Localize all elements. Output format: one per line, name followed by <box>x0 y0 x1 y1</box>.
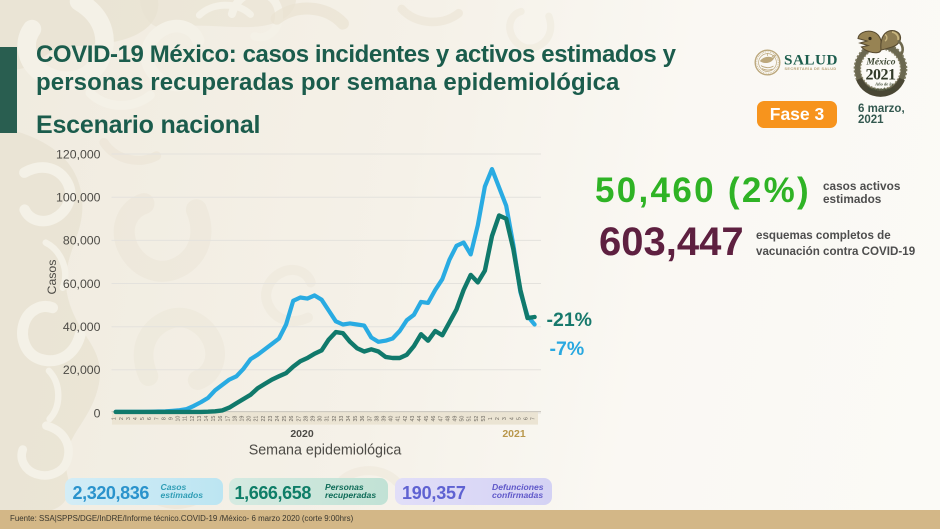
svg-text:-7%: -7% <box>550 338 585 360</box>
svg-text:0: 0 <box>94 406 101 420</box>
svg-text:Independencia: Independencia <box>866 86 895 91</box>
svg-text:3: 3 <box>126 417 132 420</box>
svg-text:22: 22 <box>261 416 267 422</box>
svg-text:16: 16 <box>218 416 224 422</box>
svg-text:SALUD: SALUD <box>784 52 838 69</box>
svg-text:40: 40 <box>389 416 395 422</box>
svg-text:28: 28 <box>303 416 309 422</box>
svg-text:36: 36 <box>360 416 366 422</box>
svg-text:23: 23 <box>268 416 274 422</box>
svg-text:7: 7 <box>154 417 160 420</box>
svg-text:42: 42 <box>403 416 409 422</box>
svg-text:7: 7 <box>531 417 537 420</box>
svg-text:52: 52 <box>474 416 480 422</box>
svg-text:20,000: 20,000 <box>63 363 101 377</box>
svg-text:80,000: 80,000 <box>63 234 101 248</box>
svg-text:48: 48 <box>445 416 451 422</box>
svg-text:53: 53 <box>481 416 487 422</box>
svg-text:6: 6 <box>524 417 530 420</box>
svg-text:41: 41 <box>396 416 402 422</box>
svg-text:3: 3 <box>502 417 508 420</box>
svg-text:21: 21 <box>254 416 260 422</box>
svg-text:13: 13 <box>197 416 203 422</box>
svg-text:11: 11 <box>183 416 189 422</box>
svg-text:8: 8 <box>161 417 167 420</box>
svg-text:4: 4 <box>509 417 515 420</box>
svg-text:Casos: Casos <box>45 260 59 295</box>
svg-text:México: México <box>865 58 895 68</box>
svg-text:2021: 2021 <box>866 67 897 84</box>
svg-text:6: 6 <box>147 417 153 420</box>
svg-text:60,000: 60,000 <box>63 277 101 291</box>
svg-text:120,000: 120,000 <box>56 147 101 161</box>
svg-text:2020: 2020 <box>290 428 314 440</box>
svg-text:19: 19 <box>240 416 246 422</box>
svg-text:43: 43 <box>410 416 416 422</box>
svg-text:4: 4 <box>133 417 139 420</box>
svg-text:45: 45 <box>424 416 430 422</box>
svg-text:2: 2 <box>119 417 125 420</box>
svg-text:25: 25 <box>282 416 288 422</box>
svg-text:50: 50 <box>460 416 466 422</box>
svg-text:24: 24 <box>275 416 281 422</box>
svg-text:44: 44 <box>417 416 423 422</box>
svg-text:29: 29 <box>311 416 317 422</box>
svg-text:5: 5 <box>140 417 146 420</box>
svg-text:100,000: 100,000 <box>56 191 101 205</box>
svg-text:49: 49 <box>453 416 459 422</box>
svg-text:20: 20 <box>247 416 253 422</box>
svg-text:34: 34 <box>346 416 352 422</box>
svg-text:18: 18 <box>232 416 238 422</box>
svg-text:9: 9 <box>169 417 175 420</box>
svg-text:35: 35 <box>353 416 359 422</box>
svg-text:14: 14 <box>204 416 210 422</box>
svg-text:10: 10 <box>176 416 182 422</box>
svg-text:46: 46 <box>431 416 437 422</box>
svg-text:47: 47 <box>438 416 444 422</box>
svg-text:17: 17 <box>225 416 231 422</box>
svg-text:15: 15 <box>211 416 217 422</box>
svg-text:32: 32 <box>332 416 338 422</box>
svg-text:40,000: 40,000 <box>63 320 101 334</box>
svg-text:1: 1 <box>112 417 118 420</box>
svg-text:33: 33 <box>339 416 345 422</box>
svg-text:Semana epidemiológica: Semana epidemiológica <box>249 443 402 459</box>
svg-text:1: 1 <box>488 417 494 420</box>
svg-text:-21%: -21% <box>547 309 593 331</box>
svg-text:39: 39 <box>382 416 388 422</box>
svg-text:51: 51 <box>467 416 473 422</box>
svg-text:2021: 2021 <box>502 428 526 440</box>
svg-text:2: 2 <box>495 417 501 420</box>
svg-text:5: 5 <box>516 417 522 420</box>
svg-text:12: 12 <box>190 416 196 422</box>
svg-text:Año de la: Año de la <box>874 82 894 87</box>
svg-text:SECRETARÍA DE SALUD: SECRETARÍA DE SALUD <box>785 66 837 71</box>
svg-text:26: 26 <box>289 416 295 422</box>
svg-text:27: 27 <box>296 416 302 422</box>
svg-text:38: 38 <box>374 416 380 422</box>
svg-text:30: 30 <box>318 416 324 422</box>
svg-text:37: 37 <box>367 416 373 422</box>
svg-text:31: 31 <box>325 416 331 422</box>
